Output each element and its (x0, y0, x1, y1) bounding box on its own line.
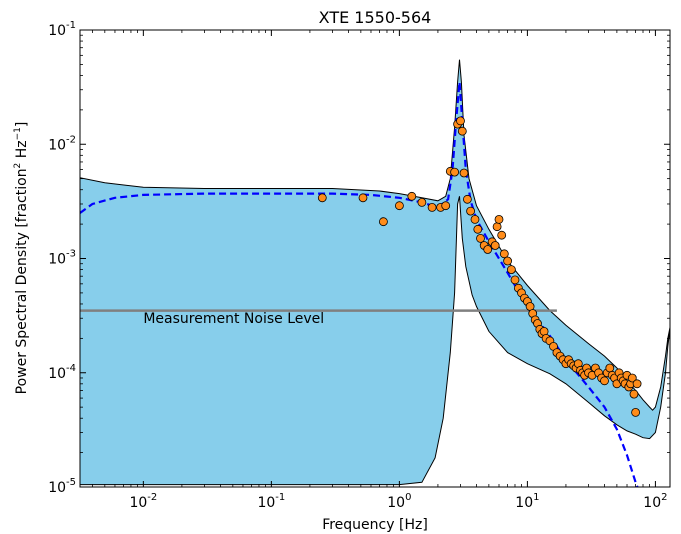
chart-title: XTE 1550-564 (319, 8, 432, 27)
model-curve (80, 82, 639, 487)
y-axis-label: Power Spectral Density [fraction2 Hz−1] (13, 122, 30, 395)
axis-ticks: 10-2 10-1 100 101 102 10-5 10-4 10-3 10-2 10-1 (48, 20, 670, 511)
data-point (470, 214, 480, 224)
data-point (450, 167, 460, 177)
data-point (457, 126, 467, 136)
x-tick-label: 100 (387, 492, 411, 511)
y-tick-label: 10-1 (48, 20, 76, 39)
data-point (506, 265, 516, 275)
data-point (441, 201, 451, 211)
data-point (499, 249, 509, 259)
x-axis-label: Frequency [Hz] (322, 517, 428, 533)
data-point (494, 214, 504, 224)
y-tick-label: 10-4 (48, 363, 76, 382)
data-point (631, 407, 640, 417)
data-point (627, 373, 637, 383)
data-points (317, 116, 642, 417)
data-point (503, 256, 513, 266)
y-tick-label: 10-2 (48, 134, 76, 153)
data-point (483, 245, 493, 254)
data-point (427, 202, 437, 212)
data-point (394, 201, 404, 211)
y-tick-label: 10-3 (48, 249, 76, 268)
data-point (417, 197, 427, 207)
data-point (407, 191, 417, 201)
data-point (462, 194, 472, 204)
data-point (466, 206, 476, 216)
noise-level-annotation: Measurement Noise Level (143, 311, 324, 327)
y-tick-label: 10-5 (48, 477, 76, 496)
data-point (605, 363, 615, 373)
x-tick-label: 101 (515, 492, 539, 511)
data-point (317, 193, 327, 203)
data-point (378, 217, 388, 227)
data-point (459, 168, 469, 178)
data-point (490, 241, 500, 250)
data-point (358, 193, 368, 203)
data-point (632, 379, 642, 389)
data-point (473, 224, 483, 234)
data-point (456, 116, 465, 126)
data-point (492, 222, 502, 232)
x-tick-label: 10-1 (257, 492, 285, 511)
confidence-band (80, 59, 670, 487)
data-point (476, 233, 485, 243)
x-tick-label: 10-2 (129, 492, 157, 511)
data-point (497, 230, 507, 240)
data-point (629, 389, 639, 399)
data-point (510, 275, 520, 285)
data-point (600, 376, 609, 386)
plot-area (80, 59, 670, 487)
x-tick-label: 102 (643, 492, 667, 511)
